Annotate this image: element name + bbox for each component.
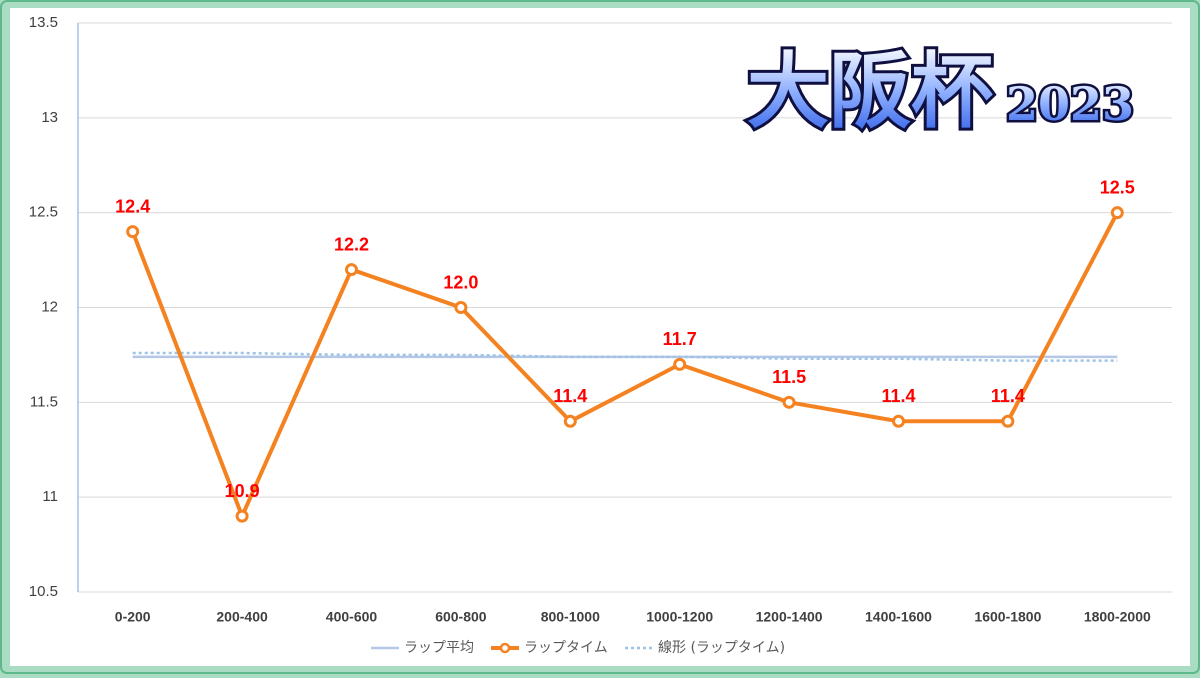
marker [1001, 414, 1015, 428]
chart-subtitle: 2023 [1006, 77, 1134, 131]
y-tick-label: 11 [42, 488, 58, 505]
x-tick-label: 600-800 [435, 609, 487, 625]
x-tick-label: 1200-1400 [756, 609, 823, 625]
y-tick-label: 13 [41, 109, 58, 126]
x-tick-label: 1400-1600 [865, 609, 932, 625]
legend-label: 線形 (ラップタイム) [658, 640, 785, 656]
legend-label: ラップ平均 [404, 640, 474, 656]
marker [673, 357, 687, 371]
data-label: 11.4 [553, 386, 587, 406]
series-line [132, 351, 1118, 362]
grid: 10.5 11 11.5 12 12.5 13 13.5 0-200 200-400 400-60… [29, 14, 1172, 625]
x-tick-label: 200-400 [216, 609, 268, 625]
marker [235, 509, 249, 523]
x-tick-label: 400-600 [326, 609, 378, 625]
data-label: 11.7 [663, 329, 697, 349]
data-label: 12.2 [334, 234, 369, 254]
data-label: 11.5 [772, 367, 806, 387]
data-label: 10.9 [225, 481, 260, 501]
legend-marker [499, 642, 511, 654]
series-layer: 12.4 10.9 12.2 12.0 11.4 11.7 11.5 11.4 11.4 12.5… [115, 177, 1135, 656]
y-tick-label: 10.5 [29, 583, 58, 600]
chart-title: 大阪杯 [747, 43, 993, 139]
marker [454, 301, 468, 314]
marker [1110, 206, 1124, 220]
x-tick-label: 1800-2000 [1084, 609, 1151, 625]
data-label: 11.4 [881, 386, 915, 406]
marker [892, 414, 905, 428]
legend-label: ラップタイム [524, 640, 608, 656]
x-tick-label: 1000-1200 [646, 609, 713, 625]
data-label: 12.0 [443, 272, 478, 292]
y-tick-label: 12.5 [29, 204, 58, 221]
marker [563, 414, 577, 428]
marker [345, 263, 358, 277]
marker [782, 395, 796, 409]
data-label: 12.4 [115, 196, 150, 216]
x-tick-label: 0-200 [115, 609, 151, 625]
y-tick-label: 12 [41, 298, 58, 315]
data-label: 12.5 [1100, 177, 1135, 197]
series-line [130, 211, 1120, 519]
marker [126, 225, 140, 239]
y-tick-label: 11.5 [30, 393, 58, 410]
data-label: 11.4 [991, 386, 1025, 406]
y-tick-label: 13.5 [29, 14, 58, 31]
x-tick-label: 800-1000 [541, 609, 600, 625]
x-tick-label: 1600-1800 [974, 609, 1041, 625]
